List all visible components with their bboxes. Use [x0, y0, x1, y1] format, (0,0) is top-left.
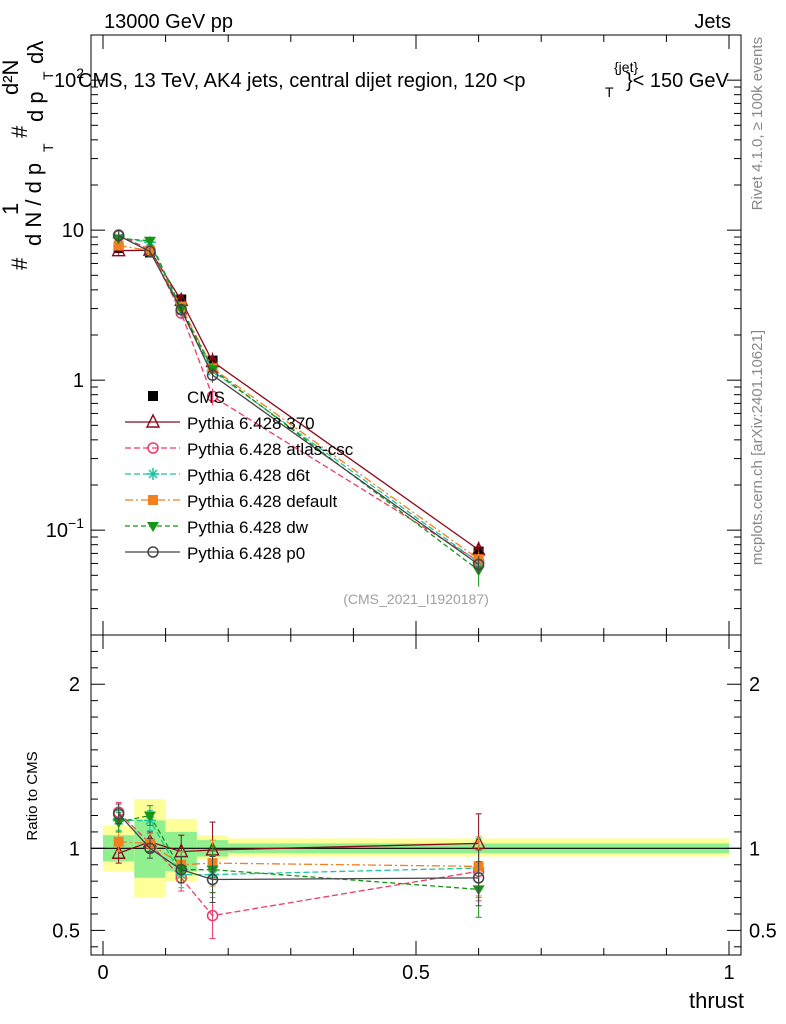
series-line-atlas_csc: [118, 234, 479, 562]
series-line-p0: [118, 235, 479, 566]
series-point-p0: [112, 229, 125, 242]
ratio-plot-frame: [90, 634, 742, 956]
legend-label-dw: Pythia 6.428 dw: [187, 518, 309, 537]
legend-label-atlas_csc: Pythia 6.428 atlas-csc: [187, 440, 354, 459]
series-point-dw: [143, 236, 156, 247]
legend-label-370: Pythia 6.428 370: [187, 414, 315, 433]
y-tick-base: 1: [73, 370, 84, 392]
ratio-point-default: [113, 836, 124, 847]
series-point-p0: [472, 558, 485, 571]
series-line-default: [118, 244, 479, 560]
plot-title-sup: {jet}: [614, 59, 638, 75]
ylabel-t-sub-1: T: [40, 143, 56, 152]
legend-label-default: Pythia 6.428 default: [187, 492, 338, 511]
legend: CMS Pythia 6.428 370 Pythia 6.428 atlas-cs…: [125, 388, 354, 563]
main-series: [111, 229, 486, 587]
legend-marker-default: [148, 495, 158, 505]
ylabel-d2n: d²N: [0, 60, 23, 95]
mcplots-credit-label: mcplots.cern.ch [arXiv:2401.10621]: [749, 330, 766, 565]
header-left: 13000 GeV pp: [104, 11, 233, 33]
legend-label-cms: CMS: [187, 388, 225, 407]
ratio-point-dw: [143, 811, 156, 822]
plot-title-end: }< 150 GeV: [626, 70, 730, 92]
ratio-tick-label-right: 1: [749, 838, 760, 860]
y-tick-label: 102: [54, 65, 84, 92]
plot-title-sub: T: [605, 84, 614, 100]
ratio-tick-label-right: 2: [749, 674, 760, 696]
ratio-y-axis-label: Ratio to CMS: [24, 751, 41, 840]
series-point-p0: [144, 245, 156, 258]
y-tick-label: 10: [62, 220, 84, 242]
header-right: Jets: [694, 11, 731, 33]
ratio-tick-label-left: 0.5: [52, 920, 80, 942]
ratio-point-p0: [144, 842, 156, 855]
ylabel-dpt: d p: [23, 91, 48, 122]
ylabel-dn-dpt: d N / d p: [21, 163, 46, 246]
legend-marker-370: [145, 413, 161, 428]
x-tick-label: 0: [97, 962, 108, 984]
ratio-point-p0: [206, 873, 219, 886]
y-tick-label: 10−1: [46, 515, 84, 542]
x-axis-label: thrust: [689, 988, 744, 1013]
ylabel-one: 1: [0, 203, 23, 215]
ratio-point-p0: [112, 808, 125, 820]
ratio-point-p0: [472, 872, 485, 884]
analysis-watermark: (CMS_2021_I1920187): [343, 591, 489, 607]
series-point-p0: [175, 303, 187, 316]
legend-marker-dw: [147, 522, 159, 532]
legend-marker-cms: [148, 391, 158, 401]
series-point-p0: [206, 369, 219, 381]
series-line-d6t: [118, 237, 479, 563]
ratio-tick-label-left: 2: [69, 674, 80, 696]
y-tick-base: 10: [62, 220, 84, 242]
legend-marker-d6t: [147, 468, 159, 480]
ratio-series: [91, 801, 741, 940]
legend-marker-atlas_csc: [147, 442, 159, 454]
y-tick-base: 10: [54, 70, 76, 92]
series-point-default: [113, 240, 124, 251]
ratio-point-atlas_csc: [206, 909, 219, 922]
rivet-version-label: Rivet 4.1.0, ≥ 100k events: [749, 37, 766, 210]
y-tick-base: 10: [46, 520, 68, 542]
plot-title-main: CMS, 13 TeV, AK4 jets, central dijet reg…: [78, 70, 526, 92]
ylabel-t-sub-2: T: [40, 71, 56, 80]
main-y-axis-label: # 1 d N / d p T # d²N d p T dλ: [0, 41, 56, 270]
ratio-point-p0: [175, 863, 187, 876]
y-tick-label: 1: [73, 370, 84, 392]
series-point-atlas_csc: [206, 390, 219, 403]
ratio-tick-label-left: 1: [69, 838, 80, 860]
ylabel-hash-2: #: [7, 125, 32, 138]
legend-label-p0: Pythia 6.428 p0: [187, 544, 305, 563]
ratio-tick-label-right: 0.5: [749, 920, 777, 942]
ylabel-dlambda: dλ: [23, 41, 48, 64]
legend-marker-p0: [147, 546, 159, 558]
x-tick-label: 1: [723, 962, 734, 984]
x-tick-label: 0.5: [402, 962, 430, 984]
y-tick-exponent: 2: [76, 65, 84, 81]
y-tick-exponent: −1: [68, 515, 84, 531]
ylabel-hash-1: #: [7, 257, 32, 270]
legend-label-d6t: Pythia 6.428 d6t: [187, 466, 310, 485]
ratio-point-370: [111, 844, 126, 859]
